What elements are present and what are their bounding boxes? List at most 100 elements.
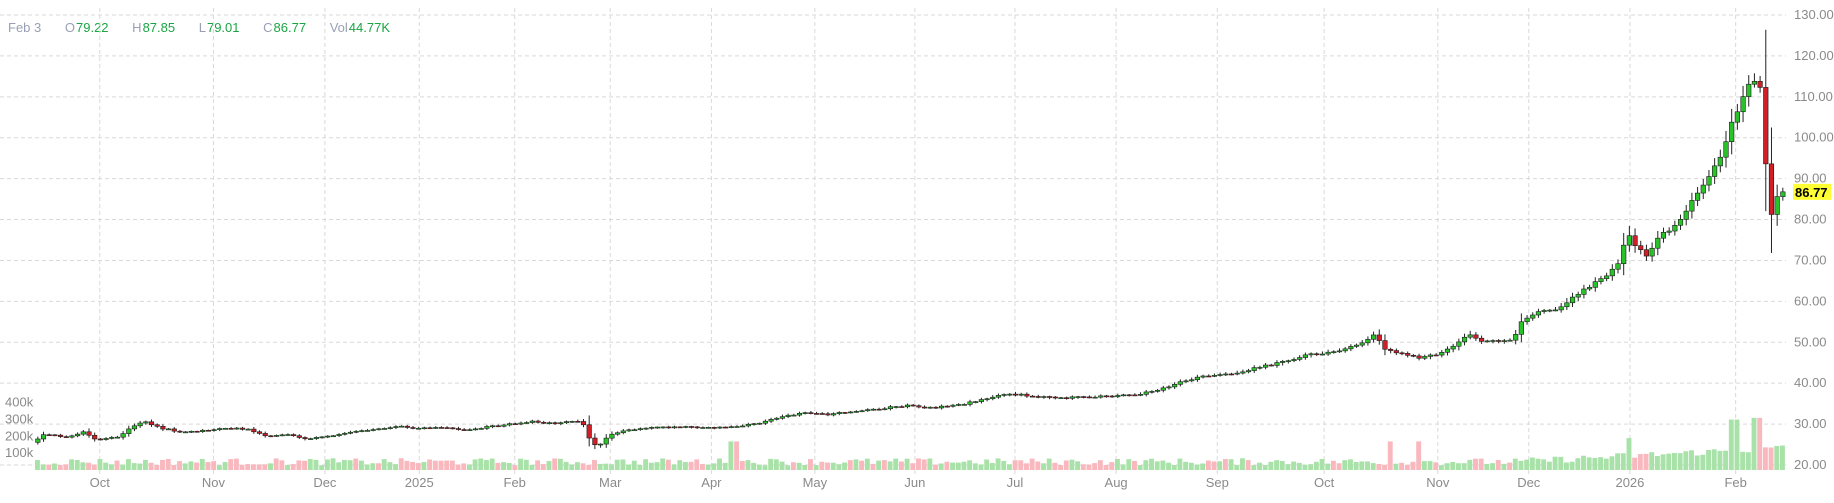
candle-body	[1200, 375, 1206, 378]
volume-bar	[898, 461, 904, 470]
candle-body	[58, 434, 64, 437]
volume-bar	[1643, 453, 1649, 470]
volume-bar	[1490, 463, 1496, 470]
candle-body	[1132, 394, 1138, 397]
volume-bar	[239, 464, 245, 470]
candle-body	[262, 433, 268, 437]
candle-body	[1149, 391, 1155, 393]
candle-body	[563, 421, 570, 424]
candle-body	[973, 401, 979, 403]
volume-bar	[1456, 463, 1461, 470]
candle-body	[1615, 263, 1621, 270]
volume-bar	[779, 461, 785, 470]
candle-body	[302, 437, 308, 440]
volume-bar	[1376, 463, 1382, 470]
volume-tick-label: 100k	[5, 445, 34, 460]
candle-body	[1524, 317, 1530, 323]
candle-body	[433, 427, 439, 429]
candle-body	[1376, 334, 1382, 341]
candle-body	[1621, 244, 1627, 265]
candle-body	[512, 423, 518, 425]
volume-value: 44.77K	[348, 20, 390, 35]
candle-body	[700, 427, 706, 429]
candle-body	[1564, 302, 1570, 308]
volume-bar	[631, 460, 637, 470]
candle-body	[1461, 336, 1468, 343]
candle-body	[859, 410, 865, 413]
candle-body	[660, 426, 666, 429]
candle-body	[1780, 191, 1786, 197]
candle-body	[399, 425, 405, 428]
volume-bar	[512, 465, 518, 470]
candle-body	[211, 429, 217, 431]
time-tick-label: Oct	[1314, 475, 1335, 490]
candle-body	[728, 426, 734, 428]
candle-body	[404, 425, 410, 428]
candle-body	[467, 429, 473, 431]
volume-bar	[1473, 458, 1478, 470]
volume-bar	[1137, 465, 1143, 470]
volume-bar	[256, 464, 262, 470]
volume-bar	[586, 464, 592, 470]
volume-bar	[1774, 446, 1780, 470]
low-label: L	[198, 20, 206, 35]
candle-body	[1302, 354, 1308, 358]
candle-body	[1274, 362, 1280, 366]
volume-bar	[813, 465, 819, 470]
volume-bar	[717, 458, 722, 470]
volume-bar	[421, 462, 427, 470]
candle-body	[990, 396, 996, 400]
volume-bar	[57, 464, 63, 470]
candle-body	[791, 414, 797, 417]
volume-bar	[1529, 457, 1535, 470]
volume-bar	[1700, 454, 1706, 470]
volume-bar	[1649, 452, 1655, 470]
volume-bar	[734, 441, 740, 470]
time-axis: Oct Nov Dec 2025 Feb Mar Apr May Jun Jul Aug Sep Oct…	[90, 475, 1747, 490]
volume-bar	[802, 465, 808, 470]
candle-body	[256, 431, 263, 434]
time-tick-label: Dec	[1517, 475, 1541, 490]
volume-bar	[273, 458, 279, 470]
volume-bar	[1080, 464, 1086, 470]
candle-body	[1666, 230, 1672, 233]
candle-body	[1734, 111, 1740, 123]
volume-bar	[415, 463, 421, 470]
volume-bar	[1114, 459, 1120, 470]
volume-bar	[478, 458, 484, 470]
volume-bar	[808, 459, 813, 470]
volume-bar	[830, 462, 836, 470]
candle-body	[1444, 348, 1451, 353]
candle-body	[1382, 340, 1388, 350]
volume-bar	[1552, 456, 1558, 470]
candle-body	[1325, 351, 1331, 355]
volume-bar	[893, 458, 899, 470]
candle-body	[1319, 353, 1326, 356]
volume-tick-label: 400k	[5, 395, 34, 410]
volume-bar	[449, 460, 455, 470]
volume-bar	[1154, 461, 1160, 470]
volume-bar	[216, 465, 222, 470]
volume-bar	[847, 460, 853, 470]
candle-body	[717, 426, 723, 429]
volume-label: Vol	[329, 20, 348, 35]
candle-body	[80, 431, 86, 435]
candle-body	[649, 427, 655, 429]
volume-bar	[86, 462, 92, 470]
volume-bar	[1302, 464, 1308, 470]
time-tick-label: Nov	[1426, 475, 1450, 490]
candle-body	[421, 427, 427, 430]
candle-body	[1479, 337, 1485, 342]
candle-body	[904, 404, 911, 408]
volume-bar	[1143, 460, 1149, 470]
volume-bar	[643, 459, 649, 470]
candle-body	[1245, 370, 1252, 373]
volume-bar	[1251, 465, 1257, 470]
candle-body	[677, 426, 683, 429]
volume-bar	[705, 464, 711, 470]
candle-body	[802, 412, 808, 414]
volume-bar	[506, 462, 512, 470]
candle-body	[950, 404, 956, 407]
